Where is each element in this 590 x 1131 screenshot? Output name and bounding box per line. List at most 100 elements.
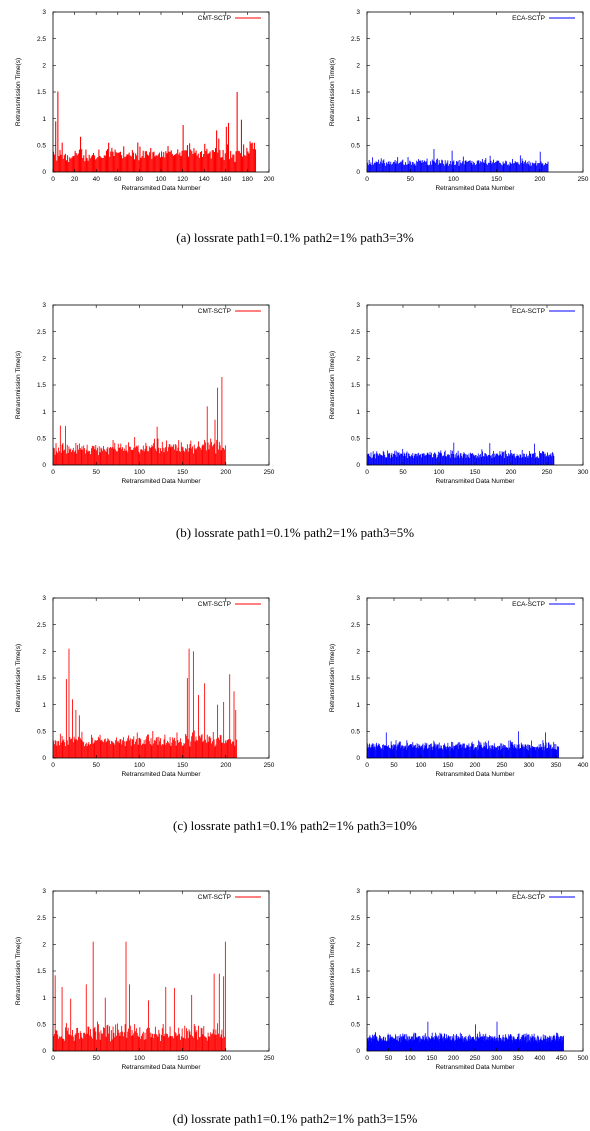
bar xyxy=(152,731,154,758)
bar xyxy=(368,453,370,465)
bar xyxy=(163,1036,165,1051)
bar xyxy=(426,1036,427,1051)
bar xyxy=(141,449,142,465)
bar xyxy=(525,1042,527,1051)
x-tick-label: 250 xyxy=(264,469,275,476)
bar xyxy=(463,748,465,758)
bar xyxy=(409,160,411,172)
bar xyxy=(135,1028,137,1051)
bar xyxy=(116,451,117,465)
bar xyxy=(405,456,406,465)
bar xyxy=(518,744,520,758)
bar xyxy=(181,1028,183,1051)
x-tick-label: 200 xyxy=(220,1055,231,1062)
bar xyxy=(399,455,401,465)
bar xyxy=(394,1038,396,1051)
bar xyxy=(457,749,459,758)
bar xyxy=(97,740,98,758)
bar xyxy=(92,743,94,758)
bar xyxy=(142,1031,144,1051)
bar xyxy=(150,147,152,172)
bar xyxy=(374,746,375,758)
bar xyxy=(543,1038,545,1051)
bar xyxy=(401,746,402,758)
bar xyxy=(472,1037,474,1051)
bar xyxy=(62,158,64,172)
bar xyxy=(83,155,85,172)
y-tick-label: 1 xyxy=(356,702,360,709)
bar xyxy=(439,748,441,758)
bar xyxy=(380,455,382,465)
bar xyxy=(506,456,508,465)
bar xyxy=(415,1037,417,1051)
bar xyxy=(144,448,146,465)
bar xyxy=(493,749,495,758)
bar xyxy=(145,151,147,172)
bar xyxy=(540,1038,542,1051)
bar xyxy=(464,454,466,465)
bar xyxy=(114,442,116,465)
bar xyxy=(462,457,463,465)
bar xyxy=(368,747,369,758)
bar xyxy=(445,1039,447,1051)
bar xyxy=(497,746,499,758)
bar xyxy=(404,746,406,758)
x-tick-label: 50 xyxy=(399,469,407,476)
bar xyxy=(430,1039,432,1051)
bar xyxy=(399,161,401,172)
bar xyxy=(492,453,494,465)
bar xyxy=(73,1040,75,1051)
legend: CMT-SCTP xyxy=(198,308,261,315)
bar xyxy=(390,1038,392,1051)
bar xyxy=(526,453,527,465)
bar xyxy=(200,449,202,465)
bar xyxy=(370,1038,371,1051)
bar xyxy=(85,149,87,172)
x-tick-label: 100 xyxy=(405,1055,416,1062)
bar xyxy=(147,1027,149,1051)
bar xyxy=(167,451,168,465)
bar xyxy=(395,745,396,758)
bar xyxy=(459,1038,460,1051)
bar xyxy=(491,163,493,172)
bar xyxy=(455,1033,457,1051)
bar xyxy=(74,150,76,172)
bar xyxy=(195,150,197,172)
bar xyxy=(211,150,213,172)
bar xyxy=(500,1037,502,1051)
bar xyxy=(367,747,369,758)
bar xyxy=(438,1039,440,1051)
chart-panel-0-1: 00.511.522.530 50 100 150 200 250Retransmited… xyxy=(329,9,589,192)
y-tick-label: 1 xyxy=(42,409,46,416)
bar xyxy=(464,453,465,465)
bar xyxy=(140,157,142,172)
bar xyxy=(176,153,178,172)
bar xyxy=(69,1034,71,1051)
bar xyxy=(399,1037,401,1051)
bar xyxy=(557,746,558,758)
bar xyxy=(385,165,386,172)
bar xyxy=(430,454,432,465)
bar xyxy=(520,1039,522,1051)
bar xyxy=(487,1037,489,1051)
bar xyxy=(473,747,475,758)
bar xyxy=(539,453,541,465)
bar xyxy=(446,1039,448,1051)
bar xyxy=(551,1039,552,1051)
bar xyxy=(108,454,110,465)
bar xyxy=(460,1038,462,1051)
bar xyxy=(397,743,399,758)
bar xyxy=(437,744,438,758)
bar xyxy=(560,1036,562,1051)
bar xyxy=(142,445,144,465)
bar xyxy=(94,740,96,758)
bar xyxy=(433,742,435,758)
bar xyxy=(415,744,416,758)
bar xyxy=(487,1036,488,1051)
bar xyxy=(507,1038,509,1051)
bar xyxy=(224,1036,225,1051)
bar xyxy=(523,1034,525,1051)
bar xyxy=(517,456,519,465)
bar xyxy=(372,457,373,465)
bar xyxy=(476,1037,478,1051)
